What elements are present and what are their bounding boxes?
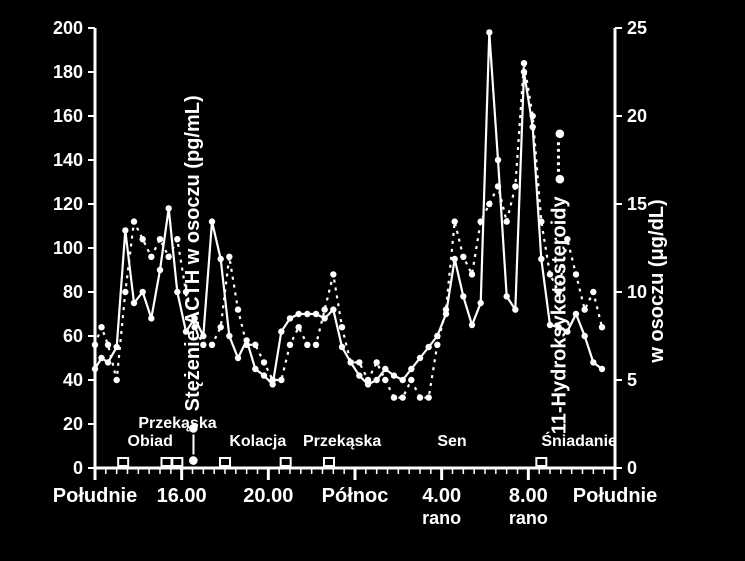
y-left-axis-text: Stężenie ACTH w osoczu (pg/mL) xyxy=(182,95,204,411)
svg-text:140: 140 xyxy=(53,150,83,170)
svg-text:80: 80 xyxy=(63,282,83,302)
svg-text:40: 40 xyxy=(63,370,83,390)
y-right-axis-label-a: 11-Hydroksyketosteroidy ●·····● xyxy=(548,127,571,433)
legend-right-marker: ●·····● xyxy=(548,127,570,184)
svg-text:16.00: 16.00 xyxy=(157,485,207,507)
svg-text:rano: rano xyxy=(509,508,548,528)
y-left-axis-label: ●—● Stężenie ACTH w osoczu (pg/mL) xyxy=(182,95,205,466)
legend-left-marker: ●—● xyxy=(182,422,204,466)
svg-text:0: 0 xyxy=(627,458,637,478)
svg-text:Południe: Południe xyxy=(573,485,657,507)
svg-text:rano: rano xyxy=(422,508,461,528)
svg-text:20.00: 20.00 xyxy=(243,485,293,507)
svg-text:20: 20 xyxy=(627,106,647,126)
svg-text:100: 100 xyxy=(53,238,83,258)
svg-text:Kolacja: Kolacja xyxy=(229,433,286,450)
svg-text:4.00: 4.00 xyxy=(422,485,461,507)
svg-text:Południe: Południe xyxy=(53,485,137,507)
y-right-axis-text-b: w osoczu (μg/dL) xyxy=(646,199,668,362)
svg-text:5: 5 xyxy=(627,370,637,390)
svg-text:20: 20 xyxy=(63,414,83,434)
svg-text:0: 0 xyxy=(73,458,83,478)
y-right-axis-text-a: 11-Hydroksyketosteroidy xyxy=(548,196,570,434)
chart-svg: 0 20 40 60 80 100 120 140 160 180 200 0 5 10 15 20 25 Poł… xyxy=(0,0,745,561)
y-right-axis-label-b: w osoczu (μg/dL) xyxy=(646,199,669,362)
svg-text:160: 160 xyxy=(53,106,83,126)
svg-text:60: 60 xyxy=(63,326,83,346)
svg-text:120: 120 xyxy=(53,194,83,214)
svg-text:8.00: 8.00 xyxy=(509,485,548,507)
svg-text:15: 15 xyxy=(627,194,647,214)
svg-text:Obiad: Obiad xyxy=(128,433,173,450)
svg-text:Północ: Północ xyxy=(322,485,389,507)
svg-text:Przekąska: Przekąska xyxy=(303,433,381,450)
svg-text:Sen: Sen xyxy=(437,433,466,450)
svg-text:200: 200 xyxy=(53,18,83,38)
chart-container: ●—● Stężenie ACTH w osoczu (pg/mL) 11-Hy… xyxy=(0,0,745,561)
svg-text:180: 180 xyxy=(53,62,83,82)
svg-text:10: 10 xyxy=(627,282,647,302)
svg-text:25: 25 xyxy=(627,18,647,38)
